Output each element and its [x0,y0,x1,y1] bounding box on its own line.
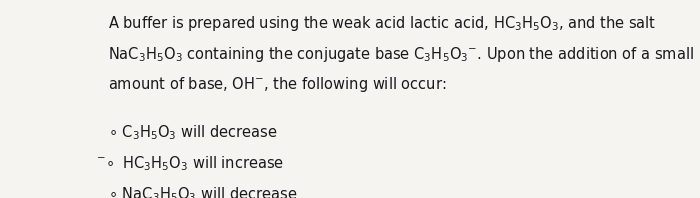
Text: $\circ$ $\mathregular{NaC_3H_5O_3}$ will decrease: $\circ$ $\mathregular{NaC_3H_5O_3}$ will… [108,185,298,198]
Text: amount of base, $\mathregular{OH}^{-}$, the following will occur:: amount of base, $\mathregular{OH}^{-}$, … [108,75,447,94]
Text: $^{-}\!\circ$ $\mathregular{HC_3H_5O_3}$ will increase: $^{-}\!\circ$ $\mathregular{HC_3H_5O_3}$… [96,154,284,173]
Text: $\mathregular{NaC_3H_5O_3}$ containing the conjugate base $\mathregular{C_3H_5O_: $\mathregular{NaC_3H_5O_3}$ containing t… [108,45,694,64]
Text: A buffer is prepared using the weak acid lactic acid, $\mathregular{HC_3H_5O_3}$: A buffer is prepared using the weak acid… [108,14,657,33]
Text: $\circ$ $\mathregular{C_3H_5O_3}$ will decrease: $\circ$ $\mathregular{C_3H_5O_3}$ will d… [108,124,278,142]
